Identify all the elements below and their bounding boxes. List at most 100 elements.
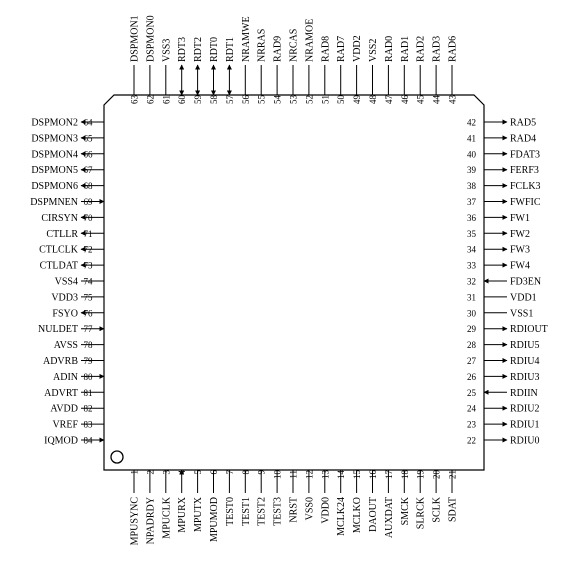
pin-number-60: 60 (177, 95, 187, 105)
pin-name-rdiin: RDIIN (510, 388, 538, 399)
pin-number-27: 27 (467, 356, 477, 366)
pin-name-mpuclk: MPUCLK (161, 496, 172, 538)
pin-number-58: 58 (209, 95, 219, 105)
pin-name-dspmon1: DSPMON1 (130, 15, 141, 62)
pin-name-ctllr: CTLLR (46, 229, 78, 240)
pin-name-rdt0: RDT0 (209, 37, 220, 62)
pin-number-59: 59 (193, 95, 203, 105)
pin-name-vdd3: VDD3 (51, 292, 78, 303)
pin-name-fsyo: FSYO (52, 308, 78, 319)
pin-name-mpusync: MPUSYNC (130, 497, 141, 546)
pin-name-rdiu3: RDIU3 (510, 372, 539, 383)
pin-name-vss1: VSS1 (510, 308, 533, 319)
pin-name-fw3: FW3 (510, 245, 530, 256)
pin-number-54: 54 (273, 95, 283, 105)
pin-name-slrck: SLRCK (416, 496, 427, 529)
pin-number-38: 38 (467, 181, 477, 191)
pin-name-vdd2: VDD2 (352, 35, 363, 62)
pin-name-mclko: MCLKO (352, 497, 363, 533)
pin-name-vss3: VSS3 (161, 39, 172, 62)
pin-name-vdd0: VDD0 (320, 497, 331, 524)
pin-name-rad3: RAD3 (432, 36, 443, 62)
pin-number-70: 70 (84, 213, 94, 223)
pin-name-rdiu2: RDIU2 (510, 404, 539, 415)
chip-body (103, 94, 485, 471)
pin-name-rad6: RAD6 (448, 36, 459, 62)
pin-number-78: 78 (84, 340, 94, 350)
pin-name-rdt2: RDT2 (193, 37, 204, 62)
pin-number-55: 55 (257, 95, 267, 105)
pin-number-42: 42 (467, 118, 476, 128)
pin-number-47: 47 (384, 95, 394, 105)
pin-number-28: 28 (467, 340, 477, 350)
pin-number-52: 52 (304, 95, 314, 104)
pin-number-84: 84 (84, 436, 94, 446)
pin-number-26: 26 (467, 372, 477, 382)
pin-name-rdt1: RDT1 (225, 37, 236, 62)
pin-name-rad0: RAD0 (384, 36, 395, 62)
pin-number-77: 77 (84, 324, 94, 334)
pin-number-31: 31 (467, 292, 476, 302)
pin-name-dspmon0: DSPMON0 (145, 15, 156, 62)
pin-name-nrras: NRRAS (257, 29, 268, 62)
pin-name-ctlclk: CTLCLK (39, 245, 79, 256)
pin-name-vref: VREF (52, 420, 78, 431)
pin-name-advrb: ADVRB (43, 356, 78, 367)
pin-name-rad8: RAD8 (320, 36, 331, 62)
pin-name-fwfic: FWFIC (510, 197, 541, 208)
pin-name-ferf3: FERF3 (510, 165, 539, 176)
pin-name-daout: DAOUT (368, 497, 379, 532)
pin-number-79: 79 (84, 356, 94, 366)
pin-number-50: 50 (336, 95, 346, 105)
pin-number-64: 64 (84, 118, 94, 128)
pin-number-61: 61 (161, 95, 171, 104)
pin-number-29: 29 (467, 324, 477, 334)
pin-number-48: 48 (368, 95, 378, 105)
pin1-marker (110, 450, 124, 464)
pin-name-fw2: FW2 (510, 229, 530, 240)
pin-name-rad2: RAD2 (416, 36, 427, 62)
pin-name-mclk24: MCLK24 (336, 497, 347, 536)
pin-name-rad5: RAD5 (510, 118, 536, 129)
pin-number-23: 23 (467, 420, 477, 430)
pin-name-npadrdy: NPADRDY (145, 497, 156, 544)
pin-name-rad1: RAD1 (400, 36, 411, 62)
pin-name-fw4: FW4 (510, 261, 530, 272)
pin-number-49: 49 (352, 95, 362, 105)
pin-name-adin: ADIN (53, 372, 78, 383)
pin-name-rdiu1: RDIU1 (510, 420, 539, 431)
pin-number-68: 68 (84, 181, 94, 191)
pin-number-56: 56 (241, 95, 251, 104)
pin-number-69: 69 (84, 197, 94, 207)
pin-name-mpumod: MPUMOD (209, 497, 220, 542)
pin-name-fd3en: FD3EN (510, 277, 541, 288)
pin-number-57: 57 (225, 95, 235, 105)
pin-number-81: 81 (84, 388, 93, 398)
pin-name-nrst: NRST (289, 497, 300, 523)
pin-number-37: 37 (467, 197, 477, 207)
pin-number-63: 63 (130, 95, 140, 105)
pin-number-36: 36 (467, 213, 477, 223)
pin-number-76: 76 (84, 308, 94, 318)
pin-number-46: 46 (400, 95, 410, 105)
pin-number-45: 45 (416, 95, 426, 105)
pin-name-fdat3: FDAT3 (510, 149, 540, 160)
pin-name-dspmon2: DSPMON2 (31, 118, 78, 129)
pin-number-62: 62 (145, 95, 155, 104)
pin-name-avss: AVSS (54, 340, 78, 351)
pin-name-fclk3: FCLK3 (510, 181, 541, 192)
pin-number-43: 43 (448, 95, 458, 105)
pin-name-vss2: VSS2 (368, 39, 379, 62)
pin-name-ctldat: CTLDAT (40, 261, 78, 272)
pin-number-34: 34 (467, 245, 477, 255)
pin-name-rad7: RAD7 (336, 36, 347, 62)
pin-number-67: 67 (84, 165, 94, 175)
pin-number-32: 32 (467, 277, 476, 287)
pin-number-41: 41 (467, 133, 476, 143)
pin-number-72: 72 (84, 245, 93, 255)
pin-number-24: 24 (467, 404, 477, 414)
pin-name-rdiu0: RDIU0 (510, 436, 539, 447)
pin-number-73: 73 (84, 261, 94, 271)
pin-name-smck: SMCK (400, 496, 411, 525)
